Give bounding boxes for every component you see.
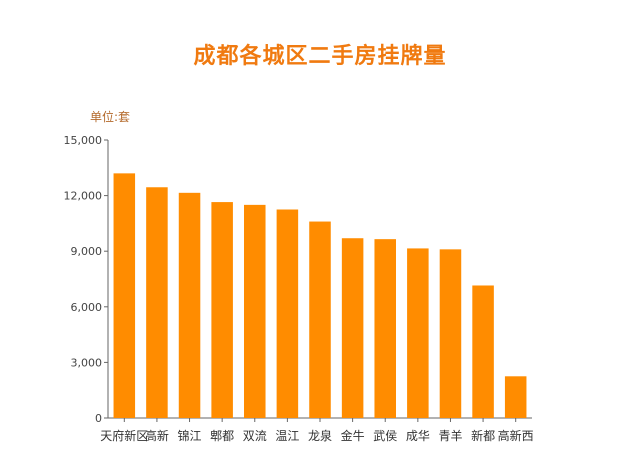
x-tick-label: 郫都 [210, 428, 234, 443]
bar [146, 187, 168, 418]
bar [374, 239, 396, 418]
x-tick-label: 高新西 [498, 428, 534, 443]
bar [504, 376, 527, 418]
x-tick-label: 天府新区 [100, 428, 148, 443]
y-unit-label: 单位:套 [90, 110, 131, 124]
y-tick-label: 0 [95, 412, 102, 425]
bar [244, 204, 266, 418]
bar [407, 248, 429, 418]
bar [439, 249, 462, 418]
y-tick-label: 9,000 [71, 245, 103, 258]
x-tick-label: 锦江 [178, 429, 202, 443]
x-tick-label: 新都 [471, 428, 495, 443]
bar [211, 202, 233, 418]
x-tick-label: 武侯 [373, 429, 397, 443]
x-tick-label: 龙泉 [308, 429, 332, 443]
bar [113, 173, 136, 418]
x-tick-label: 温江 [275, 429, 299, 443]
x-tick-label: 高新 [145, 428, 169, 443]
bar [178, 192, 201, 418]
x-tick-label: 双流 [243, 429, 267, 443]
x-tick-label: 成华 [406, 429, 430, 443]
chart-title: 成都各城区二手房挂牌量 [193, 44, 447, 69]
bars [113, 173, 527, 418]
y-tick-label: 12,000 [64, 190, 103, 203]
bar [472, 285, 494, 418]
y-tick-label: 3,000 [71, 356, 103, 369]
y-tick-label: 15,000 [64, 134, 103, 147]
y-ticks: 0 3,000 6,000 9,000 12,000 15,000 [64, 134, 108, 425]
bar [341, 238, 364, 418]
bar [276, 209, 299, 418]
x-tick-label: 青羊 [438, 428, 462, 443]
bar [309, 221, 331, 418]
y-tick-label: 6,000 [71, 301, 103, 314]
x-tick-label: 金牛 [341, 428, 365, 443]
